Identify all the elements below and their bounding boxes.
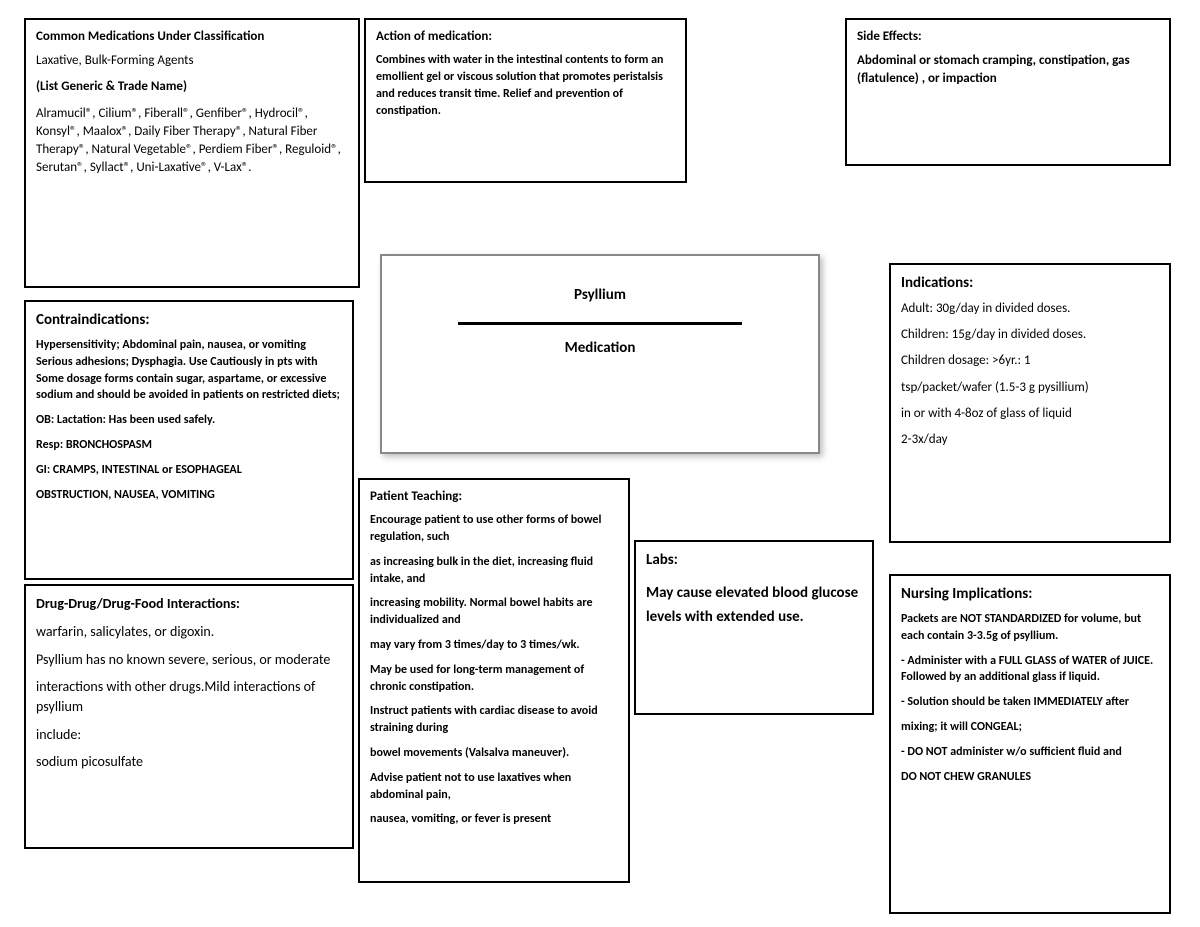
contraindications-box: Contraindications: Hypersensitivity; Abd… <box>24 300 354 580</box>
patient-teaching-l6: bowel movements (Valsalva maneuver). <box>370 745 618 762</box>
patient-teaching-title: Patient Teaching: <box>370 488 618 506</box>
nursing-box: Nursing Implications: Packets are NOT ST… <box>889 574 1171 914</box>
indications-line-1: Children: 15g/day in divided doses. <box>901 326 1159 344</box>
indications-line-5: 2-3x/day <box>901 431 1159 449</box>
common-medications-names: Alramucil®, Cilium®, Fiberall®, Genfiber… <box>36 105 348 178</box>
action-box: Action of medication: Combines with wate… <box>364 18 687 183</box>
contraindications-p4: GI: CRAMPS, INTESTINAL or ESOPHAGEAL <box>36 462 342 479</box>
interactions-l2: Psyllium has no known severe, serious, o… <box>36 650 342 670</box>
labs-title: Labs: <box>646 551 678 569</box>
patient-teaching-l2: increasing mobility. Normal bowel habits… <box>370 595 618 629</box>
nursing-l2: - Solution should be taken IMMEDIATELY a… <box>901 694 1159 711</box>
interactions-l1: warfarin, salicylates, or digoxin. <box>36 622 342 642</box>
action-text: Combines with water in the intestinal co… <box>376 52 675 119</box>
interactions-l5: sodium picosulfate <box>36 752 342 772</box>
patient-teaching-box: Patient Teaching: Encourage patient to u… <box>358 478 630 883</box>
center-title: Psyllium <box>422 286 778 304</box>
side-effects-title: Side Effects: <box>857 28 1159 46</box>
patient-teaching-l8: nausea, vomiting, or fever is present <box>370 811 618 828</box>
patient-teaching-l1: as increasing bulk in the diet, increasi… <box>370 554 618 588</box>
common-medications-box: Common Medications Under Classification … <box>24 18 360 288</box>
interactions-box: Drug-Drug/Drug-Food Interactions: warfar… <box>24 584 354 849</box>
indications-box: Indications: Adult: 30g/day in divided d… <box>889 263 1171 543</box>
contraindications-title: Contraindications: <box>36 310 342 331</box>
contraindications-p3: Resp: BRONCHOSPASM <box>36 437 342 454</box>
indications-title: Indications: <box>901 273 1159 294</box>
contraindications-p2: OB: Lactation: Has been used safely. <box>36 412 342 429</box>
interactions-title: Drug-Drug/Drug-Food Interactions: <box>36 595 240 612</box>
labs-text: May cause elevated blood glucose levels … <box>646 581 862 629</box>
center-subtitle: Medication <box>422 339 778 357</box>
nursing-title: Nursing Implications: <box>901 584 1159 605</box>
side-effects-text: Abdominal or stomach cramping, constipat… <box>857 52 1159 88</box>
contraindications-p1: Hypersensitivity; Abdominal pain, nausea… <box>36 337 342 404</box>
action-title: Action of medication: <box>376 28 675 46</box>
center-divider <box>458 322 743 325</box>
patient-teaching-l7: Advise patient not to use laxatives when… <box>370 770 618 804</box>
indications-line-0: Adult: 30g/day in divided doses. <box>901 300 1159 318</box>
nursing-l3: mixing; it will CONGEAL; <box>901 719 1159 736</box>
nursing-l1: - Administer with a FULL GLASS of WATER … <box>901 653 1159 687</box>
patient-teaching-l4: May be used for long-term management of … <box>370 662 618 696</box>
interactions-l4: include: <box>36 725 342 745</box>
common-medications-title: Common Medications Under Classification <box>36 28 348 46</box>
contraindications-p5: OBSTRUCTION, NAUSEA, VOMITING <box>36 487 342 504</box>
indications-line-4: in or with 4-8oz of glass of liquid <box>901 405 1159 423</box>
common-medications-class: Laxative, Bulk-Forming Agents <box>36 52 348 70</box>
nursing-l5: DO NOT CHEW GRANULES <box>901 769 1159 786</box>
indications-line-2: Children dosage: >6yr.: 1 <box>901 352 1159 370</box>
nursing-l0: Packets are NOT STANDARDIZED for volume,… <box>901 611 1159 645</box>
side-effects-box: Side Effects: Abdominal or stomach cramp… <box>845 18 1171 166</box>
patient-teaching-l5: Instruct patients with cardiac disease t… <box>370 703 618 737</box>
indications-line-3: tsp/packet/wafer (1.5-3 g pysillium) <box>901 379 1159 397</box>
nursing-l4: - DO NOT administer w/o sufficient fluid… <box>901 744 1159 761</box>
center-medication-box: Psyllium Medication <box>380 254 820 454</box>
common-medications-list-label: (List Generic & Trade Name) <box>36 78 348 96</box>
patient-teaching-l0: Encourage patient to use other forms of … <box>370 512 618 546</box>
interactions-l3: interactions with other drugs.Mild inter… <box>36 677 342 716</box>
patient-teaching-l3: may vary from 3 times/day to 3 times/wk. <box>370 637 618 654</box>
labs-box: Labs: May cause elevated blood glucose l… <box>634 540 874 715</box>
